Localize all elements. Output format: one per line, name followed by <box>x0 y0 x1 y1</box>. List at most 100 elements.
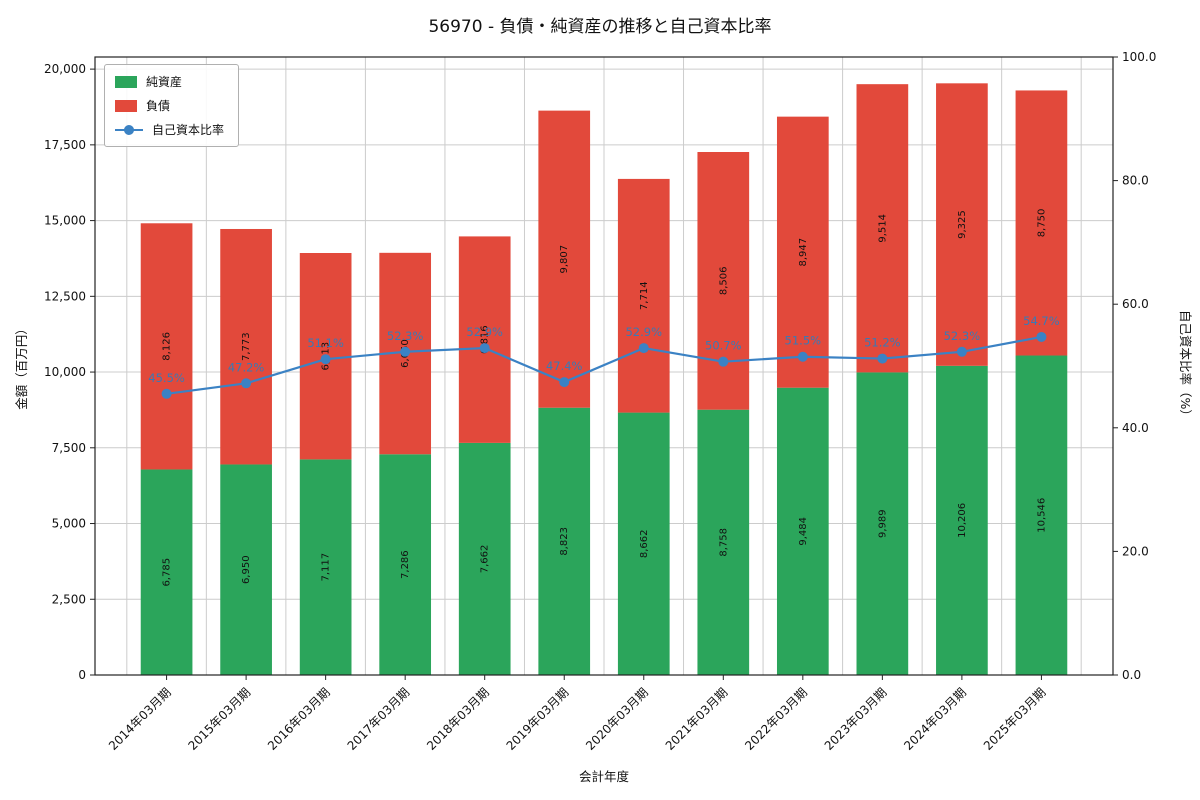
plot-frame <box>94 56 1114 676</box>
percent-label: 54.7% <box>1023 314 1060 328</box>
legend-item-net-assets: 純資産 <box>115 73 224 90</box>
y-tick-label-left: 12,500 <box>44 289 86 303</box>
y-axis-label-left: 金額（百万円） <box>14 322 29 410</box>
bar-segment-net-assets <box>140 469 193 675</box>
x-tick-label: 2017年03月期 <box>345 685 413 753</box>
bars-liabilities <box>140 83 1068 470</box>
bar-value-label: 6,785 <box>162 558 173 587</box>
bar-value-label: 7,714 <box>639 281 650 310</box>
bar-segment-net-assets <box>538 407 591 675</box>
percent-label: 51.1% <box>307 336 344 350</box>
bar-value-label: 8,126 <box>162 332 173 361</box>
percent-label: 52.3% <box>387 329 424 343</box>
bar-value-label: 9,989 <box>877 509 888 538</box>
y-tick-label-right: 60.0 <box>1122 297 1149 311</box>
bar-value-label: 7,773 <box>241 332 252 361</box>
legend: 純資産 負債 自己資本比率 <box>104 64 240 147</box>
line-marker <box>877 353 888 364</box>
y-tick-label-right: 80.0 <box>1122 174 1149 188</box>
bar-value-label: 9,484 <box>798 517 809 546</box>
net-assets-swatch <box>115 75 137 88</box>
y-tick-label-left: 17,500 <box>44 138 86 152</box>
line-marker <box>320 354 331 365</box>
bar-segment-liabilities <box>856 84 909 373</box>
bar-value-label: 8,750 <box>1036 209 1047 238</box>
y-tick-label-left: 7,500 <box>52 441 86 455</box>
bar-value-label: 10,546 <box>1036 498 1047 533</box>
equity-ratio-line <box>161 331 1047 399</box>
x-tick-label: 2023年03月期 <box>822 685 890 753</box>
x-axis-label: 会計年度 <box>579 769 630 784</box>
line-marker <box>1036 331 1047 342</box>
bar-value-label: 8,506 <box>718 267 729 296</box>
y-tick-label-left: 10,000 <box>44 365 86 379</box>
percent-label: 52.9% <box>625 325 662 339</box>
bar-value-label: 8,758 <box>718 528 729 557</box>
bar-value-label: 8,947 <box>798 238 809 267</box>
legend-item-liabilities: 負債 <box>115 97 224 114</box>
bar-segment-net-assets <box>856 372 909 675</box>
bar-segment-liabilities <box>1015 90 1068 356</box>
y-tick-label-left: 5,000 <box>52 517 86 531</box>
y-tick-label-right: 20.0 <box>1122 544 1149 558</box>
bar-segment-liabilities <box>458 236 511 443</box>
bar-segment-net-assets <box>936 365 988 675</box>
line-path <box>166 335 1042 395</box>
percent-label: 50.7% <box>705 339 742 353</box>
bar-value-label: 7,662 <box>480 545 491 574</box>
bar-value-label: 8,823 <box>559 527 570 556</box>
bar-value-label: 8,662 <box>639 529 650 558</box>
bar-value-label: 9,325 <box>957 210 968 239</box>
y-tick-label-right: 0.0 <box>1122 668 1141 682</box>
bar-segment-liabilities <box>140 223 193 470</box>
line-marker <box>479 343 490 354</box>
legend-label-liabilities: 負債 <box>146 99 171 113</box>
legend-label-net-assets: 純資産 <box>146 75 183 89</box>
bar-segment-net-assets <box>617 412 670 675</box>
line-marker <box>559 377 570 388</box>
line-marker <box>797 351 808 362</box>
line-marker <box>638 343 649 354</box>
equity-ratio-line-icon <box>115 124 143 136</box>
x-tick-label: 2014年03月期 <box>106 685 174 753</box>
x-tick-label: 2016年03月期 <box>265 685 333 753</box>
percent-labels: 45.5% 47.2% 51.1% 52.3% 52.9% 47.4% 52.9% 50.7%… <box>148 314 1059 385</box>
percent-label: 51.5% <box>785 334 822 348</box>
bar-segment-net-assets <box>697 409 750 675</box>
percent-label: 52.9% <box>466 325 503 339</box>
bar-value-label: 9,514 <box>877 214 888 243</box>
line-marker <box>956 346 967 357</box>
bar-value-label: 9,807 <box>559 245 570 274</box>
y-tick-label-left: 2,500 <box>52 592 86 606</box>
liabilities-swatch <box>115 99 137 112</box>
bar-segment-liabilities <box>538 110 591 408</box>
legend-item-equity-ratio: 自己資本比率 <box>115 121 224 138</box>
x-tick-label: 2021年03月期 <box>663 685 731 753</box>
y-tick-label-left: 15,000 <box>44 214 86 228</box>
bar-segment-liabilities <box>697 152 750 410</box>
line-marker <box>161 388 172 399</box>
percent-label: 51.2% <box>864 336 901 350</box>
bar-segment-net-assets <box>776 387 829 675</box>
bar-segment-liabilities <box>776 116 829 388</box>
bar-value-label: 6,950 <box>241 555 252 584</box>
bar-value-label: 10,206 <box>957 503 968 538</box>
bar-segment-liabilities <box>617 178 670 413</box>
line-marker <box>400 346 411 357</box>
bar-value-label: 7,117 <box>321 553 332 582</box>
line-marker <box>241 378 252 389</box>
x-tick-label: 2024年03月期 <box>901 685 969 753</box>
y-tick-label-left: 20,000 <box>44 62 86 76</box>
legend-dot-glyph <box>124 124 134 135</box>
percent-label: 47.4% <box>546 359 583 373</box>
percent-label: 45.5% <box>148 371 185 385</box>
bar-value-label: 7,286 <box>400 550 411 579</box>
x-tick-label: 2015年03月期 <box>185 685 253 753</box>
x-tick-label: 2020年03月期 <box>583 685 651 753</box>
x-tick-label: 2022年03月期 <box>742 685 810 753</box>
bar-value-label: 6,816 <box>480 325 491 354</box>
y-tick-label-left: 0 <box>78 668 86 682</box>
bar-segment-net-assets <box>1015 355 1068 675</box>
